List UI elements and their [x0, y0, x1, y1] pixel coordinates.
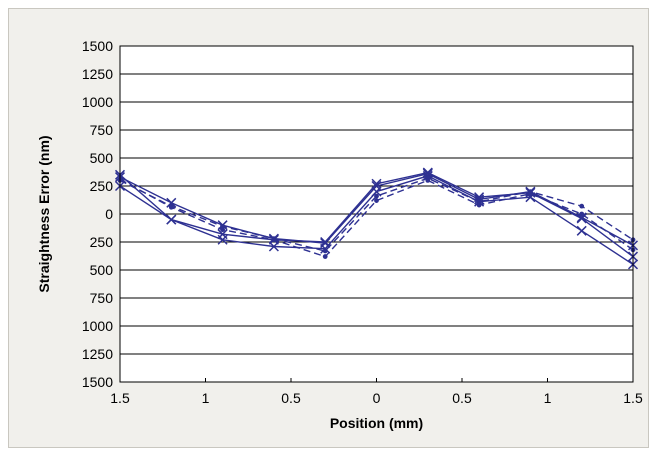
y-tick-label: 1250 [82, 66, 113, 82]
data-point-dot [322, 248, 328, 254]
data-point-dot [528, 191, 533, 197]
data-point-dot [220, 227, 226, 233]
y-tick-label: 0 [105, 206, 113, 222]
chart-panel: 1500 1250 1000 750 500 250 0 250 500 750 1000 1250 1… [8, 8, 649, 448]
x-tick-label: 0.5 [452, 390, 472, 406]
data-point-cross [320, 236, 331, 248]
data-point-dot [476, 199, 482, 205]
x-tick-label: 1 [202, 390, 210, 406]
y-tick-label: 1000 [82, 318, 113, 334]
data-point-cross [166, 214, 177, 225]
data-point-dot [579, 211, 585, 217]
data-point-cross [576, 225, 587, 236]
x-tick-label: 0.5 [281, 390, 301, 406]
x-tick-label: 1.5 [110, 390, 130, 406]
x-tick-label: 0 [373, 390, 381, 406]
y-tick-label: 1500 [82, 38, 113, 54]
data-point-dot [579, 203, 585, 209]
x-axis-title: Position (mm) [330, 415, 423, 431]
x-tick-label: 1.5 [623, 390, 643, 406]
y-tick-label: 1250 [82, 346, 113, 362]
y-tick-label: 250 [90, 234, 114, 250]
data-point-dot [476, 202, 482, 208]
x-tick-labels: 1.5 1 0.5 0 0.5 1 1.5 [110, 378, 643, 406]
data-point-cross [371, 178, 382, 189]
y-tick-label: 250 [90, 178, 114, 194]
series-line-5 [119, 178, 634, 258]
line-chart: 1500 1250 1000 750 500 250 0 250 500 750 1000 1250 1… [36, 38, 643, 431]
data-point-dot [374, 198, 379, 203]
y-tick-label: 500 [90, 150, 114, 166]
y-tick-label: 750 [90, 290, 114, 306]
x-tick-label: 1 [544, 390, 552, 406]
data-point-dot [374, 193, 379, 199]
data-point-dot [425, 178, 431, 183]
data-point-cross [217, 229, 228, 240]
y-tick-label: 1000 [82, 94, 113, 110]
data-point-cross [422, 167, 433, 178]
data-point-dot [168, 204, 174, 210]
y-axis-title: Straightness Error (nm) [36, 135, 52, 292]
series-line-4 [119, 177, 634, 252]
y-tick-label: 1500 [82, 374, 113, 390]
y-tick-label: 500 [90, 262, 114, 278]
gridlines [120, 45, 633, 383]
data-point-dot [322, 254, 328, 259]
data-point-dot [271, 237, 277, 243]
y-tick-label: 750 [90, 122, 114, 138]
data-point-cross [371, 186, 382, 197]
y-tick-labels: 1500 1250 1000 750 500 250 0 250 500 750 1000 1250 1… [82, 38, 113, 390]
data-point-dot [220, 223, 226, 229]
series-lines [114, 167, 639, 270]
